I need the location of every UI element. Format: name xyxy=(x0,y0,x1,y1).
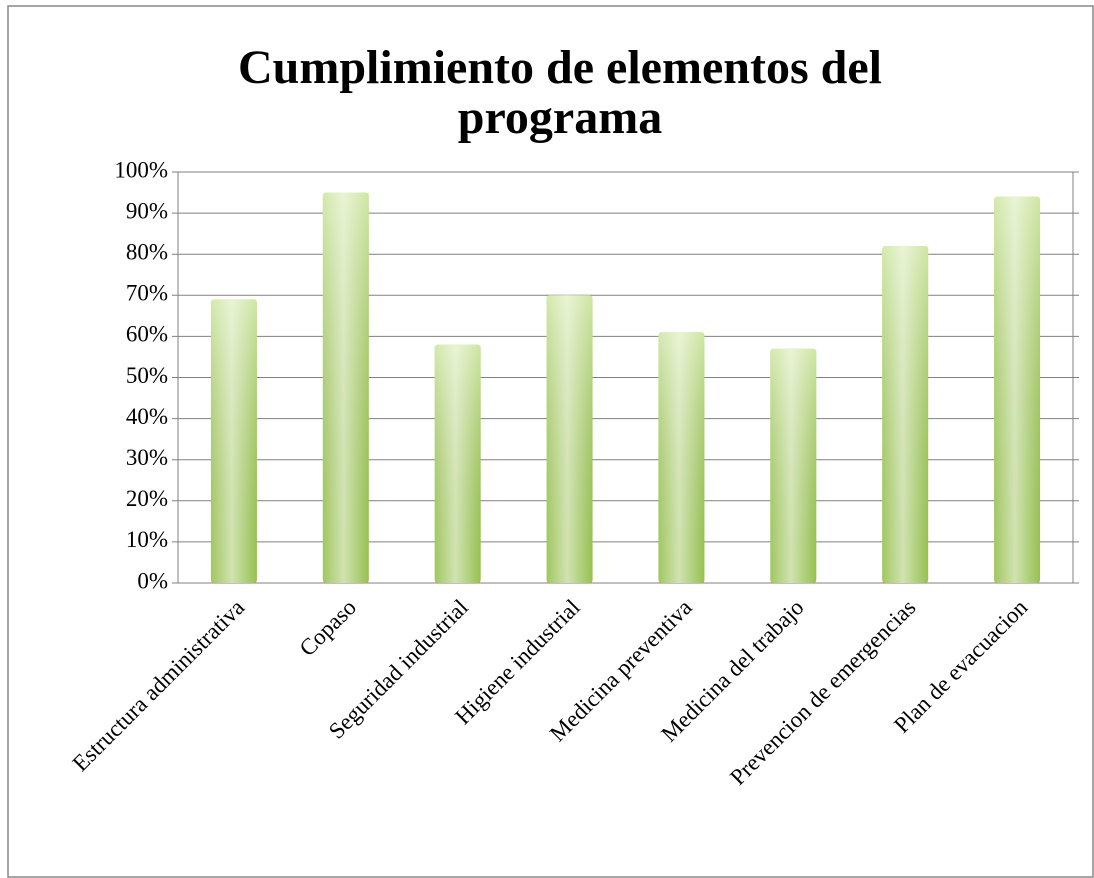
bar-highlight xyxy=(882,245,929,584)
y-tick-label: 80% xyxy=(126,239,168,264)
y-tick-label: 60% xyxy=(126,322,168,347)
y-tick-label: 10% xyxy=(126,527,168,552)
y-tick-label: 30% xyxy=(126,445,168,470)
x-tick-label: Prevencion de emergencias xyxy=(725,595,920,790)
chart-frame xyxy=(7,5,1094,878)
y-tick-label: 70% xyxy=(126,281,168,306)
y-tick-label: 0% xyxy=(137,568,168,593)
bar-highlight xyxy=(770,348,817,583)
bar-highlight xyxy=(322,192,369,584)
chart-title: Cumplimiento de elementos del programa xyxy=(238,41,882,144)
bar-highlight xyxy=(546,295,593,583)
bar-highlight xyxy=(994,196,1041,583)
x-tick-label: Copaso xyxy=(295,595,361,661)
bar-highlight xyxy=(434,344,481,583)
y-tick-label: 40% xyxy=(126,404,168,429)
y-tick-label: 20% xyxy=(126,486,168,511)
bar-highlight xyxy=(210,299,257,583)
x-tick-label: Estructura administrativa xyxy=(68,595,250,777)
y-tick-label: 50% xyxy=(126,363,168,388)
y-tick-label: 100% xyxy=(114,157,168,182)
bar-highlight xyxy=(658,332,705,583)
title-line: programa xyxy=(458,91,662,144)
title-line: Cumplimiento de elementos del xyxy=(238,41,882,94)
y-tick-label: 90% xyxy=(126,198,168,223)
